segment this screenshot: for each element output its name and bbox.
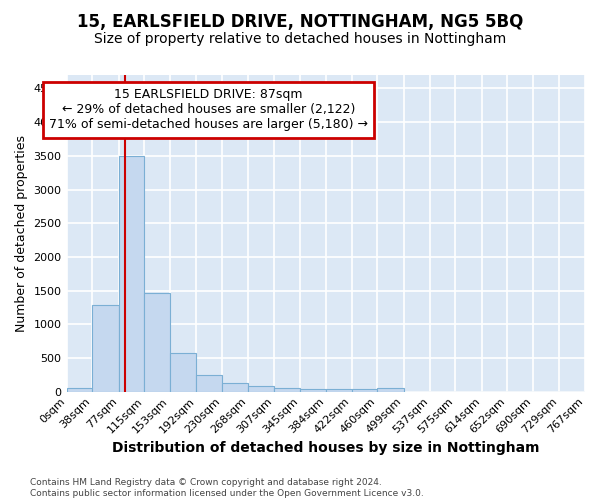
X-axis label: Distribution of detached houses by size in Nottingham: Distribution of detached houses by size …: [112, 441, 539, 455]
Text: 15 EARLSFIELD DRIVE: 87sqm
← 29% of detached houses are smaller (2,122)
71% of s: 15 EARLSFIELD DRIVE: 87sqm ← 29% of deta…: [49, 88, 368, 132]
Bar: [67, 388, 92, 392]
Text: 15, EARLSFIELD DRIVE, NOTTINGHAM, NG5 5BQ: 15, EARLSFIELD DRIVE, NOTTINGHAM, NG5 5B…: [77, 12, 523, 30]
Bar: [222, 383, 248, 392]
Bar: [196, 375, 222, 392]
Bar: [170, 352, 196, 392]
Bar: [326, 389, 352, 392]
Bar: [248, 386, 274, 392]
Text: Size of property relative to detached houses in Nottingham: Size of property relative to detached ho…: [94, 32, 506, 46]
Text: Contains HM Land Registry data © Crown copyright and database right 2024.
Contai: Contains HM Land Registry data © Crown c…: [30, 478, 424, 498]
Bar: [92, 306, 119, 392]
Bar: [300, 389, 326, 392]
Bar: [119, 156, 144, 392]
Bar: [144, 294, 170, 392]
Bar: [377, 388, 404, 392]
Bar: [274, 388, 300, 392]
Y-axis label: Number of detached properties: Number of detached properties: [15, 135, 28, 332]
Bar: [352, 389, 377, 392]
